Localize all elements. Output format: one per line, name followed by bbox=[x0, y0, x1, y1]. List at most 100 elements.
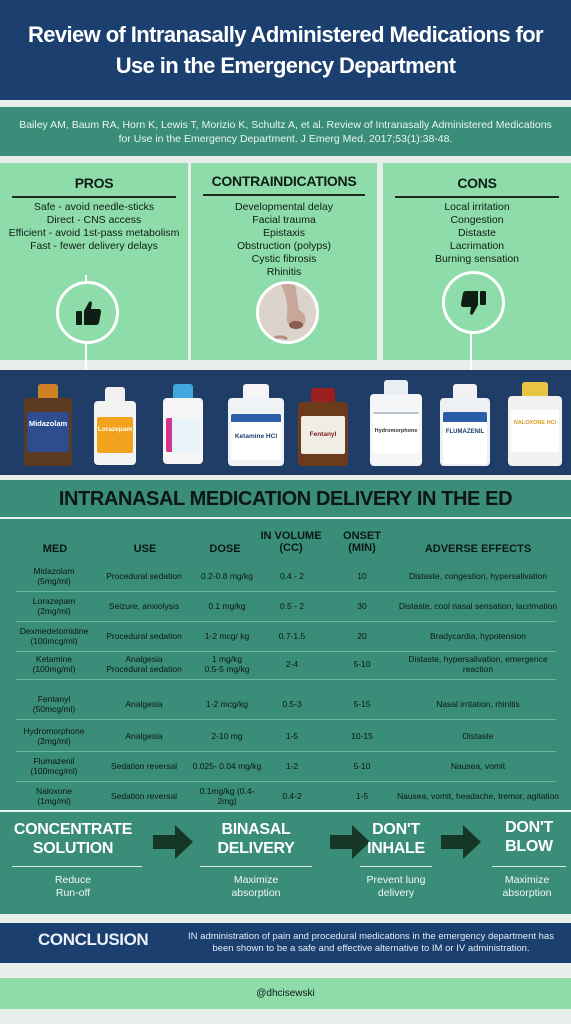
tip-subtext: Maximize absorption bbox=[231, 874, 281, 899]
table-cell-onset: 5-10 bbox=[353, 659, 371, 669]
table-cell-volume: 1-5 bbox=[285, 731, 299, 741]
cons-item: Distaste bbox=[458, 227, 496, 239]
table-cell-onset: 10 bbox=[357, 571, 367, 581]
pros-list: Safe - avoid needle-sticks Direct - CNS … bbox=[0, 201, 188, 253]
header-med: MED bbox=[42, 543, 68, 555]
conclusion-banner bbox=[0, 923, 571, 963]
table-cell-adverse: Nasal irritation, rhinitis bbox=[436, 699, 520, 709]
title-banner: Review of Intranasally Administered Medi… bbox=[0, 0, 571, 100]
tip-heading: CONCENTRATE SOLUTION bbox=[13, 821, 133, 857]
table-cell-med: Ketamine (100mg/ml) bbox=[32, 654, 76, 674]
table-cell-volume: 0.5 - 2 bbox=[279, 601, 305, 611]
midazolam-vial: Midazolam bbox=[24, 384, 72, 466]
table-cell-onset: 1-5 bbox=[355, 791, 369, 801]
conclusion-heading: CONCLUSION bbox=[38, 930, 149, 949]
table-cell-dose: 0.1 mg/kg bbox=[208, 601, 246, 611]
author-handle: @dhcisewski bbox=[256, 988, 315, 999]
hydromorphone-vial: Hydromorphone bbox=[370, 380, 422, 466]
table-cell-med: Midazolam (5mg/ml) bbox=[33, 566, 75, 586]
contraindications-list: Developmental delay Facial trauma Epista… bbox=[191, 201, 377, 279]
vial-label: FLUMAZENIL bbox=[446, 429, 485, 435]
table-cell-adverse: Distaste, cool nasal sensation, lacrimat… bbox=[398, 601, 558, 611]
table-cell-adverse: Distaste, congestion, hypersalivation bbox=[409, 571, 547, 581]
row-divider bbox=[16, 781, 556, 782]
nose-photo bbox=[259, 284, 316, 341]
table-cell-onset: 10-15 bbox=[351, 731, 373, 741]
table-cell-use: Analgesia bbox=[125, 731, 163, 741]
pros-item: Safe - avoid needle-sticks bbox=[33, 201, 155, 213]
table-cell-med: Hydromorphone (2mg/ml) bbox=[23, 726, 85, 746]
table-cell-volume: 0.5-3 bbox=[282, 699, 302, 709]
table-cell-med: Dexmedetomidine (100mcg/ml) bbox=[19, 626, 89, 646]
table-row: Flumazenil (100mcg/ml) Sedation reversal 0… bbox=[0, 752, 571, 780]
arrow-right-icon bbox=[330, 825, 370, 859]
cons-panel: CONS Local irritation Congestion Distast… bbox=[383, 163, 571, 443]
fentanyl-vial: Fentanyl bbox=[298, 388, 348, 466]
pros-item: Efficient - avoid 1st-pass metabolism bbox=[8, 227, 180, 239]
table-cell-onset: 30 bbox=[357, 601, 367, 611]
pros-item: Fast - fewer delivery delays bbox=[30, 240, 158, 252]
table-section bbox=[0, 480, 571, 810]
arrow-right-icon bbox=[441, 825, 481, 859]
vial-label: Hydromorphone bbox=[375, 428, 418, 434]
thumbs-up-icon bbox=[75, 300, 101, 325]
citation-text: Bailey AM, Baum RA, Horn K, Lewis T, Mor… bbox=[19, 118, 552, 145]
nose-photo-circle bbox=[256, 281, 319, 344]
tip-subtext: Prevent lung delivery bbox=[366, 874, 426, 899]
contraindication-item: Developmental delay bbox=[234, 201, 334, 213]
vial-label: Fentanyl bbox=[310, 431, 337, 438]
table-cell-use: Sedation reversal bbox=[110, 791, 178, 801]
table-cell-onset: 5-10 bbox=[353, 761, 371, 771]
cons-heading: CONS bbox=[457, 175, 497, 191]
vial-label: Lorazepam bbox=[98, 426, 133, 433]
table-cell-dose: 1-2 mcg/kg bbox=[205, 699, 249, 709]
citation-banner: Bailey AM, Baum RA, Horn K, Lewis T, Mor… bbox=[0, 107, 571, 156]
tip-divider bbox=[200, 866, 312, 867]
table-cell-use: Procedural sedation bbox=[106, 631, 182, 641]
cons-item: Burning sensation bbox=[434, 253, 520, 265]
table-title: INTRANASAL MEDICATION DELIVERY IN THE ED bbox=[58, 488, 513, 510]
table-cell-use: Procedural sedation bbox=[106, 571, 182, 581]
table-cell-med: Fentanyl (50mcg/ml) bbox=[32, 694, 76, 714]
table-cell-volume: 1-2 bbox=[285, 761, 299, 771]
table-row: Hydromorphone (2mg/ml) Analgesia 2-10 mg 1-… bbox=[0, 722, 571, 750]
table-row: Naloxone (1mg/ml) Sedation reversal 0.1mg/… bbox=[0, 782, 571, 810]
table-cell-dose: 0.1mg/kg (0.4-2mg) bbox=[199, 786, 255, 806]
table-row: Ketamine (100mg/ml) Analgesia Procedural … bbox=[0, 650, 571, 678]
row-divider bbox=[16, 621, 556, 622]
thumbs-down-icon bbox=[460, 290, 486, 315]
cons-item: Lacrimation bbox=[449, 240, 505, 252]
table-cell-adverse: Bradycardia, hypotension bbox=[430, 631, 526, 641]
table-cell-volume: 0.7-1.5 bbox=[278, 631, 306, 641]
cons-divider bbox=[395, 196, 559, 198]
row-divider bbox=[16, 751, 556, 752]
tip-heading: DON'T BLOW bbox=[505, 819, 553, 855]
table-cell-dose: 0.2-0.8 mg/kg bbox=[201, 571, 253, 581]
table-cell-adverse: Nausea, vomit, headache, tremor, agitati… bbox=[396, 791, 560, 801]
cons-item: Local irritation bbox=[444, 201, 510, 213]
vial-label: NALOXONE HCl bbox=[514, 420, 557, 426]
table-cell-med: Lorazepam (2mg/ml) bbox=[32, 596, 76, 616]
table-cell-volume: 0.4-2 bbox=[282, 791, 302, 801]
table-cell-onset: 20 bbox=[357, 631, 367, 641]
row-divider bbox=[16, 719, 556, 720]
tip-heading: DON'T INHALE bbox=[367, 821, 425, 857]
row-divider bbox=[16, 651, 556, 652]
pros-item: Direct - CNS access bbox=[46, 214, 142, 226]
table-cell-onset: 5-15 bbox=[353, 699, 371, 709]
table-cell-use: Seizure, anxiolysis bbox=[108, 601, 180, 611]
cons-item: Congestion bbox=[450, 214, 504, 226]
tip-subtext: Maximize absorption bbox=[502, 874, 552, 899]
contraindication-item: Obstruction (polyps) bbox=[237, 240, 331, 252]
table-cell-use: Analgesia bbox=[125, 699, 163, 709]
table-row: Fentanyl (50mcg/ml) Analgesia 1-2 mcg/kg 0.… bbox=[0, 690, 571, 718]
table-cell-adverse: Distaste, hypersalivation, emergence rea… bbox=[408, 654, 548, 674]
table-cell-dose: 0.025- 0.04 mg/kg bbox=[192, 761, 262, 771]
pros-icon-circle bbox=[56, 281, 119, 344]
table-title-divider bbox=[0, 517, 571, 519]
cons-list: Local irritation Congestion Distaste Lac… bbox=[383, 201, 571, 266]
table-cell-use: Sedation reversal bbox=[110, 761, 178, 771]
table-cell-volume: 0.4 - 2 bbox=[279, 571, 305, 581]
flumazenil-vial: FLUMAZENIL bbox=[440, 384, 490, 466]
cons-stem bbox=[470, 275, 472, 443]
